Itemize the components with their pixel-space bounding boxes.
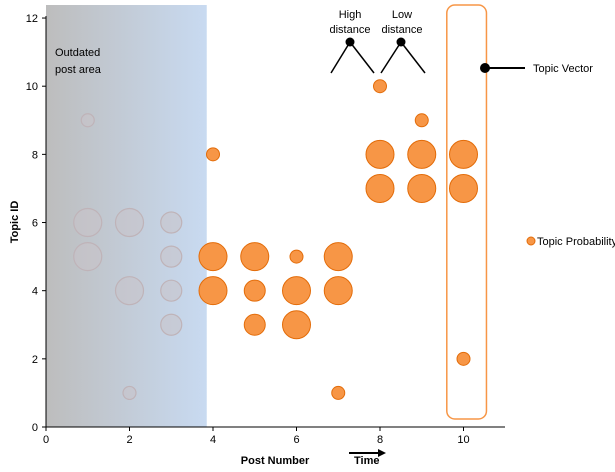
low-distance-branch-left bbox=[380, 41, 402, 74]
y-tick-label: 2 bbox=[32, 354, 38, 366]
high-distance-label-1: High bbox=[339, 9, 362, 21]
topic-point bbox=[456, 351, 471, 366]
topic-point bbox=[323, 276, 353, 306]
y-tick-label: 0 bbox=[32, 422, 38, 434]
topic-point bbox=[449, 173, 478, 203]
topic-vector-label: Topic Vector bbox=[533, 63, 593, 75]
axis-ticks: 0 2 4 6 8 10 0 2 4 6 8 10 12 bbox=[26, 13, 470, 446]
time-arrow-head bbox=[378, 449, 386, 457]
topic-point bbox=[407, 139, 437, 169]
topic-point bbox=[243, 313, 266, 336]
y-tick-label: 10 bbox=[26, 81, 38, 93]
topic-point bbox=[365, 139, 395, 169]
high-distance-branch-right bbox=[349, 41, 375, 74]
high-distance-branch-left bbox=[330, 41, 351, 74]
high-distance-dot bbox=[345, 37, 355, 47]
topic-point bbox=[282, 310, 311, 340]
faded-point bbox=[122, 385, 137, 401]
data-points bbox=[73, 79, 478, 401]
faded-point bbox=[114, 276, 145, 306]
outdated-label-line2: post area bbox=[55, 64, 102, 76]
topic-point bbox=[289, 249, 304, 264]
faded-point bbox=[160, 245, 183, 268]
y-tick-label: 8 bbox=[32, 149, 38, 161]
faded-point bbox=[160, 279, 183, 302]
topic-point bbox=[206, 147, 220, 162]
x-tick-label: 0 bbox=[43, 434, 49, 446]
topic-point bbox=[373, 79, 387, 94]
topic-point bbox=[282, 276, 311, 306]
faded-point bbox=[160, 211, 183, 234]
topic-point bbox=[407, 173, 437, 203]
y-tick-label: 6 bbox=[32, 218, 38, 230]
topic-point bbox=[240, 242, 270, 272]
x-tick-label: 10 bbox=[457, 434, 469, 446]
topic-point bbox=[365, 173, 395, 203]
faded-point bbox=[73, 242, 103, 272]
outdated-label-line1: Outdated bbox=[55, 47, 100, 59]
topic-point bbox=[198, 276, 228, 306]
time-label: Time bbox=[354, 455, 379, 467]
low-distance-branch-right bbox=[400, 41, 426, 74]
legend-marker bbox=[526, 236, 536, 246]
faded-point bbox=[73, 207, 103, 238]
legend-label: Topic Probability bbox=[537, 236, 615, 248]
topic-point bbox=[323, 242, 353, 272]
faded-point bbox=[114, 207, 145, 238]
topic-point bbox=[198, 242, 228, 272]
high-distance-label-2: distance bbox=[330, 24, 371, 36]
topic-point bbox=[449, 139, 478, 169]
y-tick-label: 12 bbox=[26, 13, 38, 25]
x-tick-label: 8 bbox=[377, 434, 383, 446]
x-tick-label: 4 bbox=[210, 434, 216, 446]
x-tick-label: 2 bbox=[126, 434, 132, 446]
topic-vector-box bbox=[446, 4, 488, 420]
topic-vector-dot bbox=[480, 63, 490, 73]
y-tick-label: 4 bbox=[32, 286, 38, 298]
y-axis-title: Topic ID bbox=[9, 201, 21, 244]
x-axis-title: Post Number bbox=[241, 455, 310, 467]
topic-point bbox=[243, 279, 266, 302]
low-distance-label-1: Low bbox=[392, 9, 412, 21]
low-distance-label-2: distance bbox=[382, 24, 423, 36]
faded-point bbox=[80, 113, 95, 128]
topic-point bbox=[414, 113, 429, 128]
low-distance-dot bbox=[396, 37, 406, 47]
faded-point bbox=[160, 313, 183, 336]
topic-point bbox=[331, 385, 346, 400]
x-tick-label: 6 bbox=[293, 434, 299, 446]
